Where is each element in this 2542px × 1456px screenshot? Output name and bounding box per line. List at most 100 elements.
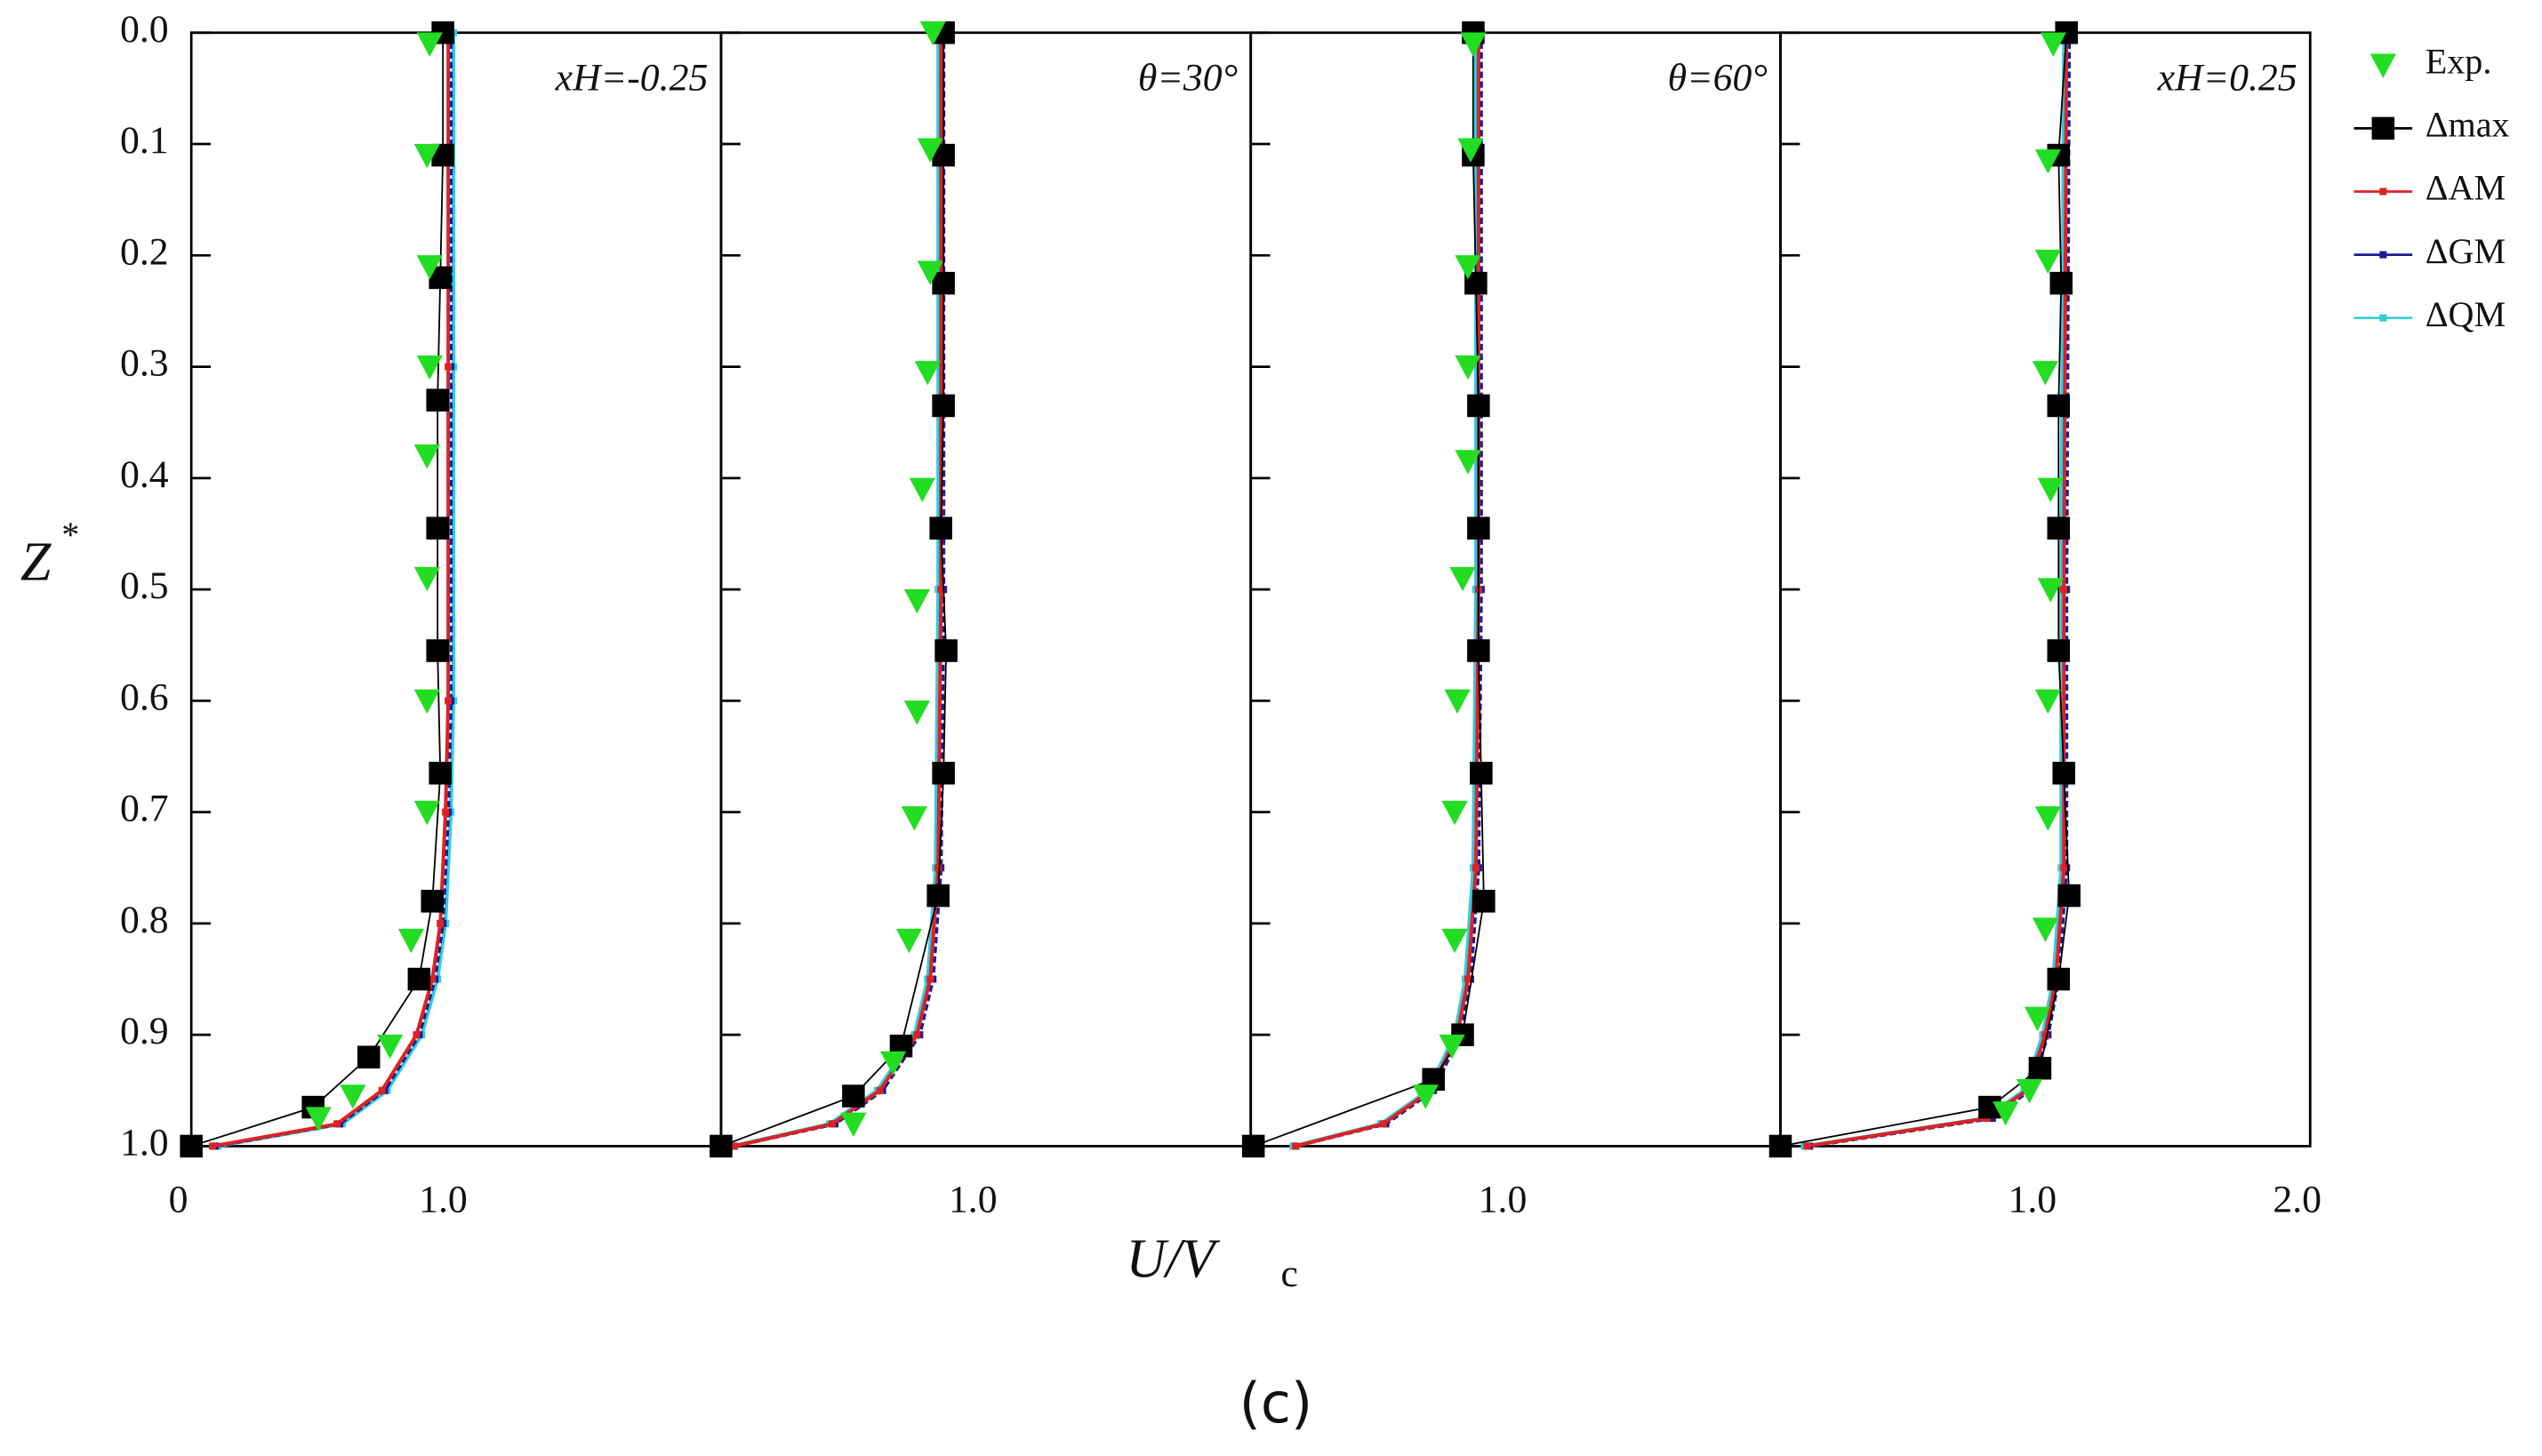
marker (378, 1086, 386, 1094)
marker (929, 516, 952, 540)
marker (2032, 917, 2058, 942)
y-tick-label: 0.0 (120, 8, 169, 51)
marker (2047, 516, 2071, 540)
marker (2034, 249, 2061, 275)
y-tick-label: 0.9 (120, 1010, 169, 1052)
series-line (1808, 32, 2072, 1148)
marker (413, 689, 440, 714)
x-axis-label: U/V (1127, 1229, 1221, 1290)
marker (934, 864, 942, 872)
panel-annotation: xH=0.25 (2157, 57, 2297, 100)
x-tick-label: 1.0 (1479, 1178, 1528, 1220)
marker (2037, 578, 2064, 603)
marker (1379, 1120, 1387, 1128)
panel-frame (719, 31, 1253, 1148)
marker (413, 143, 440, 169)
marker (407, 967, 431, 991)
series-line (217, 32, 455, 1148)
marker (2047, 967, 2071, 991)
marker (2379, 188, 2387, 196)
marker (1241, 1134, 1265, 1158)
y-tick-label: 0.8 (120, 899, 169, 941)
caption: (c) (1239, 1371, 1312, 1436)
marker (919, 21, 946, 46)
marker (2379, 251, 2387, 259)
marker (2049, 271, 2073, 295)
marker (305, 1107, 332, 1132)
marker (710, 1134, 733, 1158)
series-line (1295, 32, 1480, 1148)
marker (1457, 138, 1484, 163)
marker (2032, 361, 2058, 386)
marker (937, 586, 945, 594)
marker (842, 1084, 865, 1108)
marker (1444, 689, 1471, 714)
marker (2037, 477, 2064, 502)
marker (932, 762, 955, 785)
y-tick-label: 0.4 (120, 453, 169, 496)
legend-label: Δmax (2426, 105, 2510, 145)
marker (1292, 1142, 1300, 1150)
x-tick-label: 1.0 (2008, 1178, 2057, 1220)
x-tick-label: 1.0 (419, 1178, 468, 1220)
marker (730, 1142, 738, 1150)
marker (934, 639, 958, 662)
marker (932, 394, 955, 418)
marker (926, 884, 950, 908)
marker (903, 588, 930, 614)
series-line (1780, 32, 2071, 1148)
marker (376, 1034, 404, 1060)
marker (2060, 586, 2068, 594)
marker (333, 1120, 341, 1128)
x-tick-label: 1.0 (949, 1178, 998, 1220)
marker (445, 697, 453, 705)
series-line (214, 32, 453, 1148)
y-axis-label: Z (20, 532, 52, 593)
marker (416, 255, 443, 280)
marker (426, 639, 449, 662)
marker (1441, 928, 1468, 954)
marker (2028, 1056, 2052, 1080)
marker (437, 919, 445, 927)
series-line (1804, 32, 2066, 1148)
marker (913, 1031, 921, 1039)
x-axis-label-sub: c (1280, 1252, 1297, 1295)
marker (840, 1112, 867, 1137)
marker (180, 1134, 203, 1158)
marker (1460, 32, 1487, 57)
marker (1441, 800, 1468, 826)
marker (2024, 1006, 2051, 1031)
y-tick-label: 0.1 (120, 119, 169, 162)
marker (1467, 639, 1490, 662)
marker (1768, 1134, 1792, 1158)
series-line (1295, 32, 1483, 1148)
marker (429, 762, 452, 785)
marker (876, 1086, 884, 1094)
marker (2370, 53, 2396, 78)
marker (1803, 1142, 1811, 1150)
panel-annotation: θ=60° (1668, 57, 1768, 100)
series-line (1253, 32, 1485, 1148)
marker (416, 32, 443, 57)
marker (879, 1051, 907, 1076)
marker (895, 928, 923, 954)
panel-frame (189, 31, 723, 1148)
marker (1412, 1084, 1439, 1109)
marker (445, 363, 453, 371)
marker (1455, 450, 1481, 475)
x-tick-label: 2.0 (2273, 1178, 2321, 1220)
legend-label: Exp. (2426, 41, 2492, 81)
panel-annotation: θ=30° (1138, 57, 1238, 100)
y-tick-label: 1.0 (120, 1121, 169, 1164)
marker (1470, 762, 1493, 785)
legend-label: ΔQM (2426, 294, 2506, 334)
marker (1993, 1101, 2019, 1126)
marker (397, 928, 424, 954)
marker (914, 361, 941, 386)
panel-annotation: xH=-0.25 (555, 57, 709, 100)
marker (2034, 149, 2061, 174)
marker (413, 800, 440, 826)
series-line (1292, 32, 1478, 1148)
marker (421, 890, 444, 913)
